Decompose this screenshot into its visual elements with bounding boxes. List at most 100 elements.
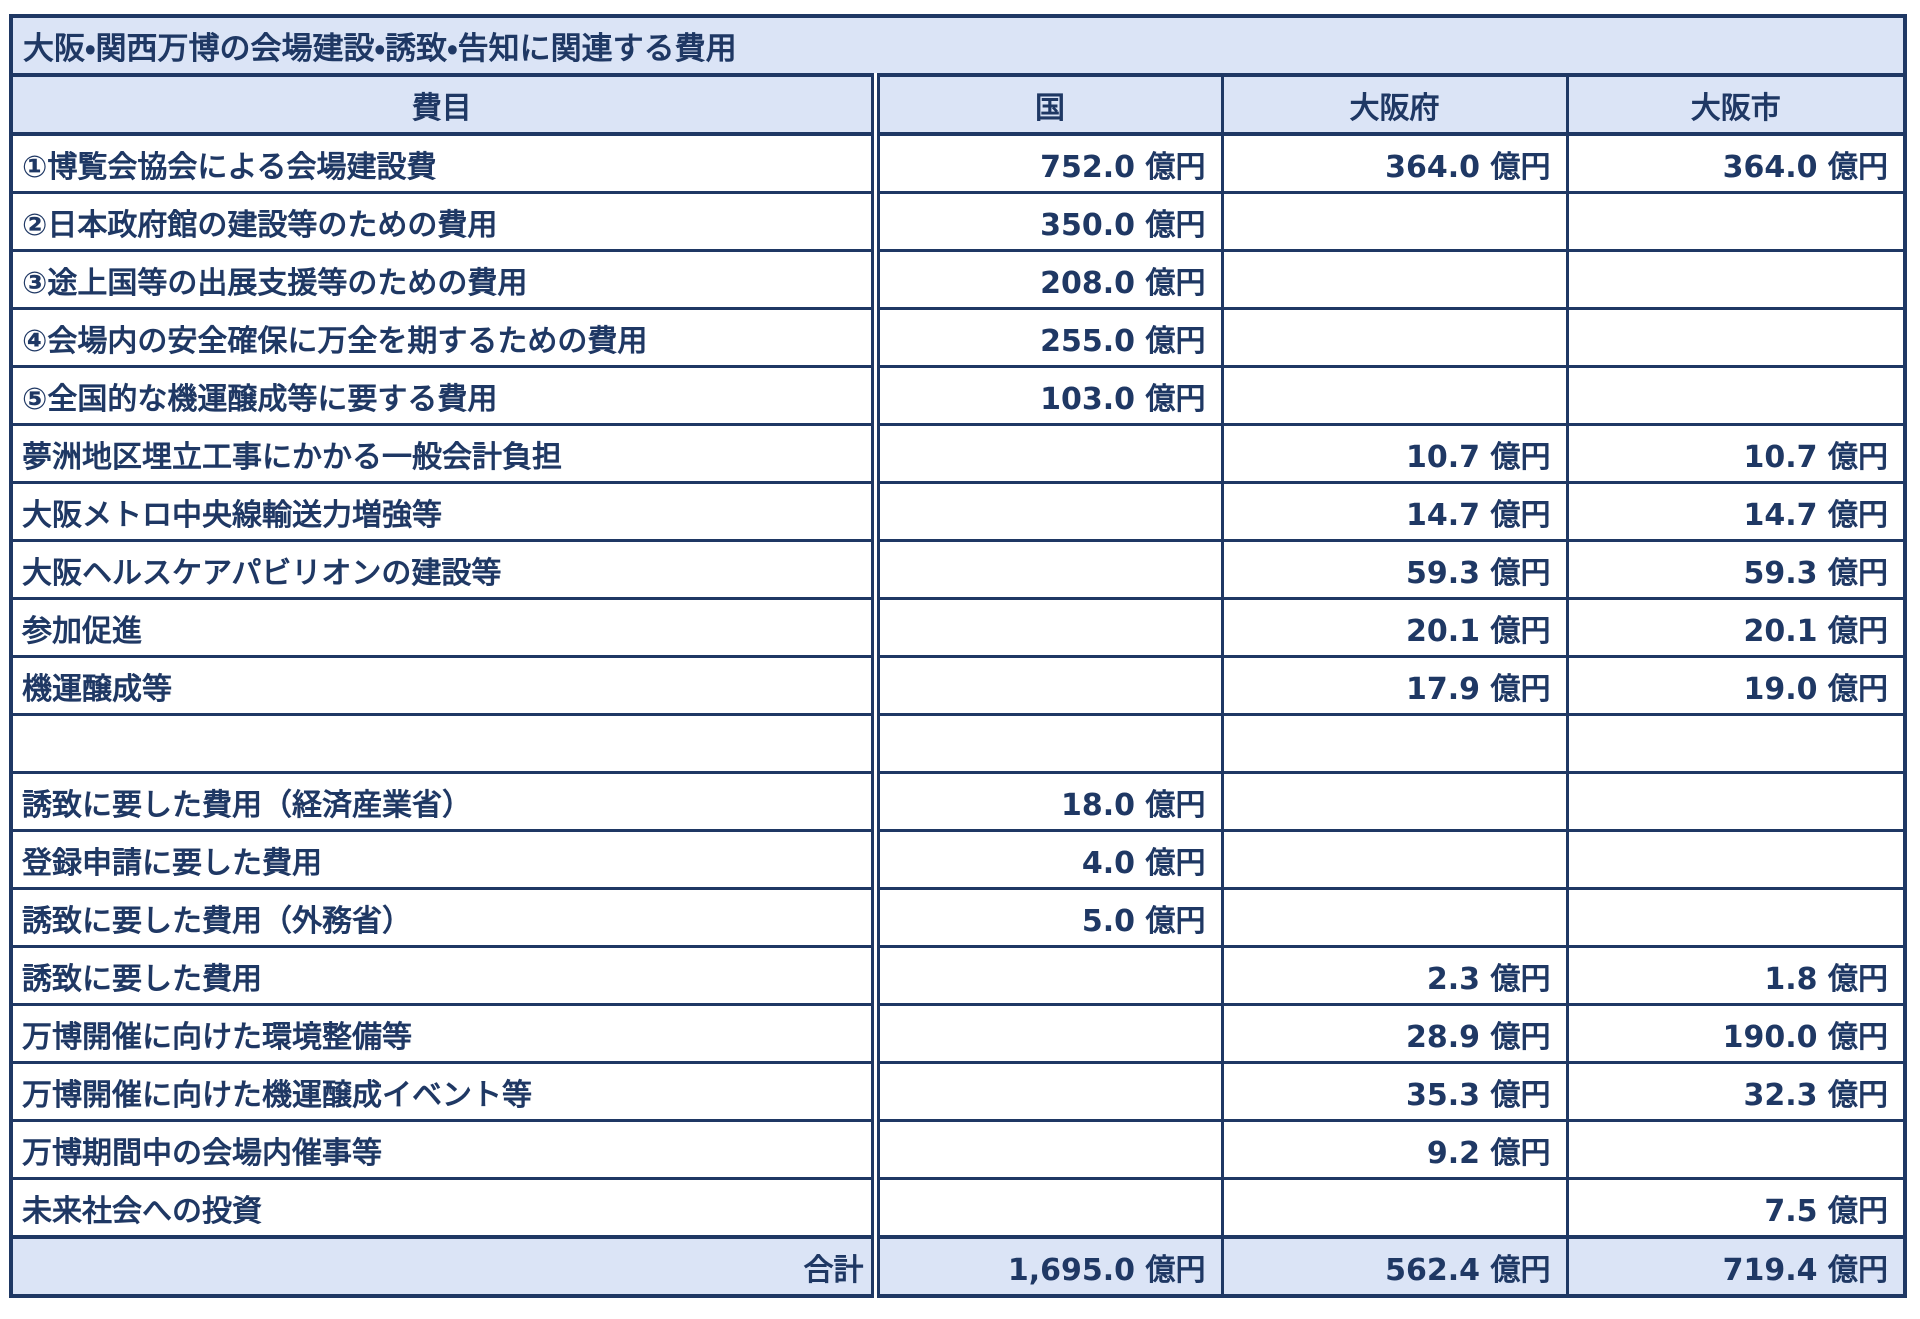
shi-value-cell [1565,713,1907,774]
shi-value-cell: 364.0 億円 [1565,132,1907,194]
fu-value-cell [1220,191,1569,252]
kuni-value-cell [873,1119,1224,1180]
kuni-value-cell: 4.0 億円 [873,829,1224,890]
item-label-cell: ③途上国等の出展支援等のための費用 [9,249,880,310]
kuni-value-cell: 103.0 億円 [873,365,1224,426]
item-label-cell: ⑤全国的な機運醸成等に要する費用 [9,365,880,426]
table-title: 大阪・関西万博の会場建設・誘致・告知に関連する費用 [9,14,1907,77]
expo-cost-table: 大阪・関西万博の会場建設・誘致・告知に関連する費用 費目 国 大阪府 大阪市 ①… [9,14,1907,1298]
kuni-value-cell [873,539,1224,600]
shi-value-cell [1565,887,1907,948]
fu-value-cell: 17.9 億円 [1220,655,1569,716]
item-label-cell: ④会場内の安全確保に万全を期するための費用 [9,307,880,368]
table-row: 万博開催に向けた環境整備等 28.9 億円 190.0 億円 [9,1003,1907,1064]
title-row: 大阪・関西万博の会場建設・誘致・告知に関連する費用 [9,14,1907,77]
shi-value-cell: 10.7 億円 [1565,423,1907,484]
table-row: 誘致に要した費用（外務省） 5.0 億円 [9,887,1907,948]
kuni-value-cell: 5.0 億円 [873,887,1224,948]
fu-value-cell: 2.3 億円 [1220,945,1569,1006]
kuni-value-cell: 752.0 億円 [873,132,1224,194]
kuni-value-cell [873,1177,1224,1239]
shi-value-cell: 7.5 億円 [1565,1177,1907,1239]
item-label-cell: 万博開催に向けた機運醸成イベント等 [9,1061,880,1122]
header-row: 費目 国 大阪府 大阪市 [9,73,1907,136]
table-row: 万博期間中の会場内催事等 9.2 億円 [9,1119,1907,1180]
table-row: 夢洲地区埋立工事にかかる一般会計負担 10.7 億円 10.7 億円 [9,423,1907,484]
column-header-shi: 大阪市 [1565,73,1907,136]
item-label-cell: 機運醸成等 [9,655,880,716]
table-row: ⑤全国的な機運醸成等に要する費用 103.0 億円 [9,365,1907,426]
fu-value-cell [1220,1177,1569,1239]
fu-value-cell [1220,249,1569,310]
fu-value-cell [1220,771,1569,832]
total-row: 合計 1,695.0 億円 562.4 億円 719.4 億円 [9,1235,1907,1298]
item-label-cell: 誘致に要した費用 [9,945,880,1006]
item-label-cell: 未来社会への投資 [9,1177,880,1239]
table-row: 誘致に要した費用（経済産業省） 18.0 億円 [9,771,1907,832]
item-label-cell: 万博期間中の会場内催事等 [9,1119,880,1180]
table-row: 登録申請に要した費用 4.0 億円 [9,829,1907,890]
kuni-value-cell [873,1003,1224,1064]
table-row: ②日本政府館の建設等のための費用 350.0 億円 [9,191,1907,252]
table-row: 大阪ヘルスケアパビリオンの建設等 59.3 億円 59.3 億円 [9,539,1907,600]
shi-value-cell: 32.3 億円 [1565,1061,1907,1122]
fu-value-cell: 59.3 億円 [1220,539,1569,600]
fu-value-cell: 10.7 億円 [1220,423,1569,484]
shi-value-cell [1565,829,1907,890]
fu-value-cell: 35.3 億円 [1220,1061,1569,1122]
fu-value-cell: 9.2 億円 [1220,1119,1569,1180]
shi-value-cell [1565,191,1907,252]
table-row: 参加促進 20.1 億円 20.1 億円 [9,597,1907,658]
table-row: ③途上国等の出展支援等のための費用 208.0 億円 [9,249,1907,310]
kuni-value-cell [873,1061,1224,1122]
shi-value-cell: 14.7 億円 [1565,481,1907,542]
item-label-cell: 大阪メトロ中央線輸送力増強等 [9,481,880,542]
table-row: ①博覧会協会による会場建設費 752.0 億円 364.0 億円 364.0 億… [9,132,1907,194]
item-label-cell: ①博覧会協会による会場建設費 [9,132,880,194]
item-label-cell: 夢洲地区埋立工事にかかる一般会計負担 [9,423,880,484]
kuni-value-cell: 208.0 億円 [873,249,1224,310]
kuni-value-cell [873,945,1224,1006]
shi-value-cell [1565,249,1907,310]
total-kuni-cell: 1,695.0 億円 [873,1235,1224,1298]
column-header-item: 費目 [9,73,880,136]
kuni-value-cell [873,655,1224,716]
item-label-cell: 大阪ヘルスケアパビリオンの建設等 [9,539,880,600]
item-label-cell: 参加促進 [9,597,880,658]
fu-value-cell: 14.7 億円 [1220,481,1569,542]
column-header-kuni: 国 [873,73,1224,136]
item-label-cell: 誘致に要した費用（外務省） [9,887,880,948]
shi-value-cell: 190.0 億円 [1565,1003,1907,1064]
table-row: 万博開催に向けた機運醸成イベント等 35.3 億円 32.3 億円 [9,1061,1907,1122]
shi-value-cell: 20.1 億円 [1565,597,1907,658]
table-row: 未来社会への投資 7.5 億円 [9,1177,1907,1239]
shi-value-cell: 19.0 億円 [1565,655,1907,716]
item-label-cell [9,713,880,774]
fu-value-cell [1220,365,1569,426]
kuni-value-cell [873,713,1224,774]
table-row: ④会場内の安全確保に万全を期するための費用 255.0 億円 [9,307,1907,368]
total-label-cell: 合計 [9,1235,880,1298]
fu-value-cell [1220,829,1569,890]
total-shi-cell: 719.4 億円 [1565,1235,1907,1298]
fu-value-cell [1220,307,1569,368]
shi-value-cell: 59.3 億円 [1565,539,1907,600]
item-label-cell: 登録申請に要した費用 [9,829,880,890]
kuni-value-cell [873,423,1224,484]
kuni-value-cell: 350.0 億円 [873,191,1224,252]
kuni-value-cell [873,597,1224,658]
fu-value-cell [1220,713,1569,774]
kuni-value-cell [873,481,1224,542]
fu-value-cell: 364.0 億円 [1220,132,1569,194]
total-fu-cell: 562.4 億円 [1220,1235,1569,1298]
fu-value-cell [1220,887,1569,948]
item-label-cell: 万博開催に向けた環境整備等 [9,1003,880,1064]
kuni-value-cell: 18.0 億円 [873,771,1224,832]
shi-value-cell: 1.8 億円 [1565,945,1907,1006]
fu-value-cell: 28.9 億円 [1220,1003,1569,1064]
shi-value-cell [1565,1119,1907,1180]
shi-value-cell [1565,307,1907,368]
column-header-fu: 大阪府 [1220,73,1569,136]
data-rows-body: ①博覧会協会による会場建設費 752.0 億円 364.0 億円 364.0 億… [9,132,1907,1239]
